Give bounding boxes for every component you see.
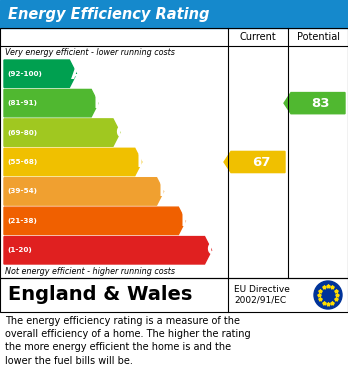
- Text: (39-54): (39-54): [7, 188, 37, 194]
- Polygon shape: [284, 93, 345, 114]
- Text: Energy Efficiency Rating: Energy Efficiency Rating: [8, 7, 209, 22]
- Text: B: B: [93, 94, 106, 112]
- Polygon shape: [224, 151, 285, 172]
- Text: Current: Current: [240, 32, 276, 42]
- Text: Potential: Potential: [296, 32, 340, 42]
- Text: G: G: [207, 241, 220, 259]
- Circle shape: [314, 281, 342, 309]
- Text: 2002/91/EC: 2002/91/EC: [234, 296, 286, 305]
- Text: (92-100): (92-100): [7, 71, 42, 77]
- Text: A: A: [71, 65, 84, 83]
- Text: F: F: [180, 212, 192, 230]
- Bar: [0, 0, 348, 28]
- Text: (21-38): (21-38): [7, 218, 37, 224]
- Text: (1-20): (1-20): [7, 247, 32, 253]
- Polygon shape: [4, 237, 212, 264]
- Text: C: C: [115, 124, 127, 142]
- Text: (69-80): (69-80): [7, 129, 37, 136]
- Bar: [0, 278, 348, 312]
- Polygon shape: [4, 119, 120, 146]
- Text: (81-91): (81-91): [7, 100, 37, 106]
- Polygon shape: [4, 90, 98, 117]
- Text: Not energy efficient - higher running costs: Not energy efficient - higher running co…: [5, 267, 175, 276]
- Polygon shape: [4, 60, 77, 88]
- Text: EU Directive: EU Directive: [234, 285, 290, 294]
- Text: (55-68): (55-68): [7, 159, 37, 165]
- Bar: [0, 28, 348, 278]
- Text: 83: 83: [312, 97, 330, 109]
- Polygon shape: [4, 178, 164, 205]
- Text: The energy efficiency rating is a measure of the
overall efficiency of a home. T: The energy efficiency rating is a measur…: [5, 316, 251, 366]
- Polygon shape: [4, 207, 185, 235]
- Text: 67: 67: [252, 156, 270, 169]
- Text: Very energy efficient - lower running costs: Very energy efficient - lower running co…: [5, 48, 175, 57]
- Text: E: E: [159, 183, 170, 201]
- Polygon shape: [4, 148, 142, 176]
- Text: D: D: [137, 153, 151, 171]
- Text: England & Wales: England & Wales: [8, 285, 192, 305]
